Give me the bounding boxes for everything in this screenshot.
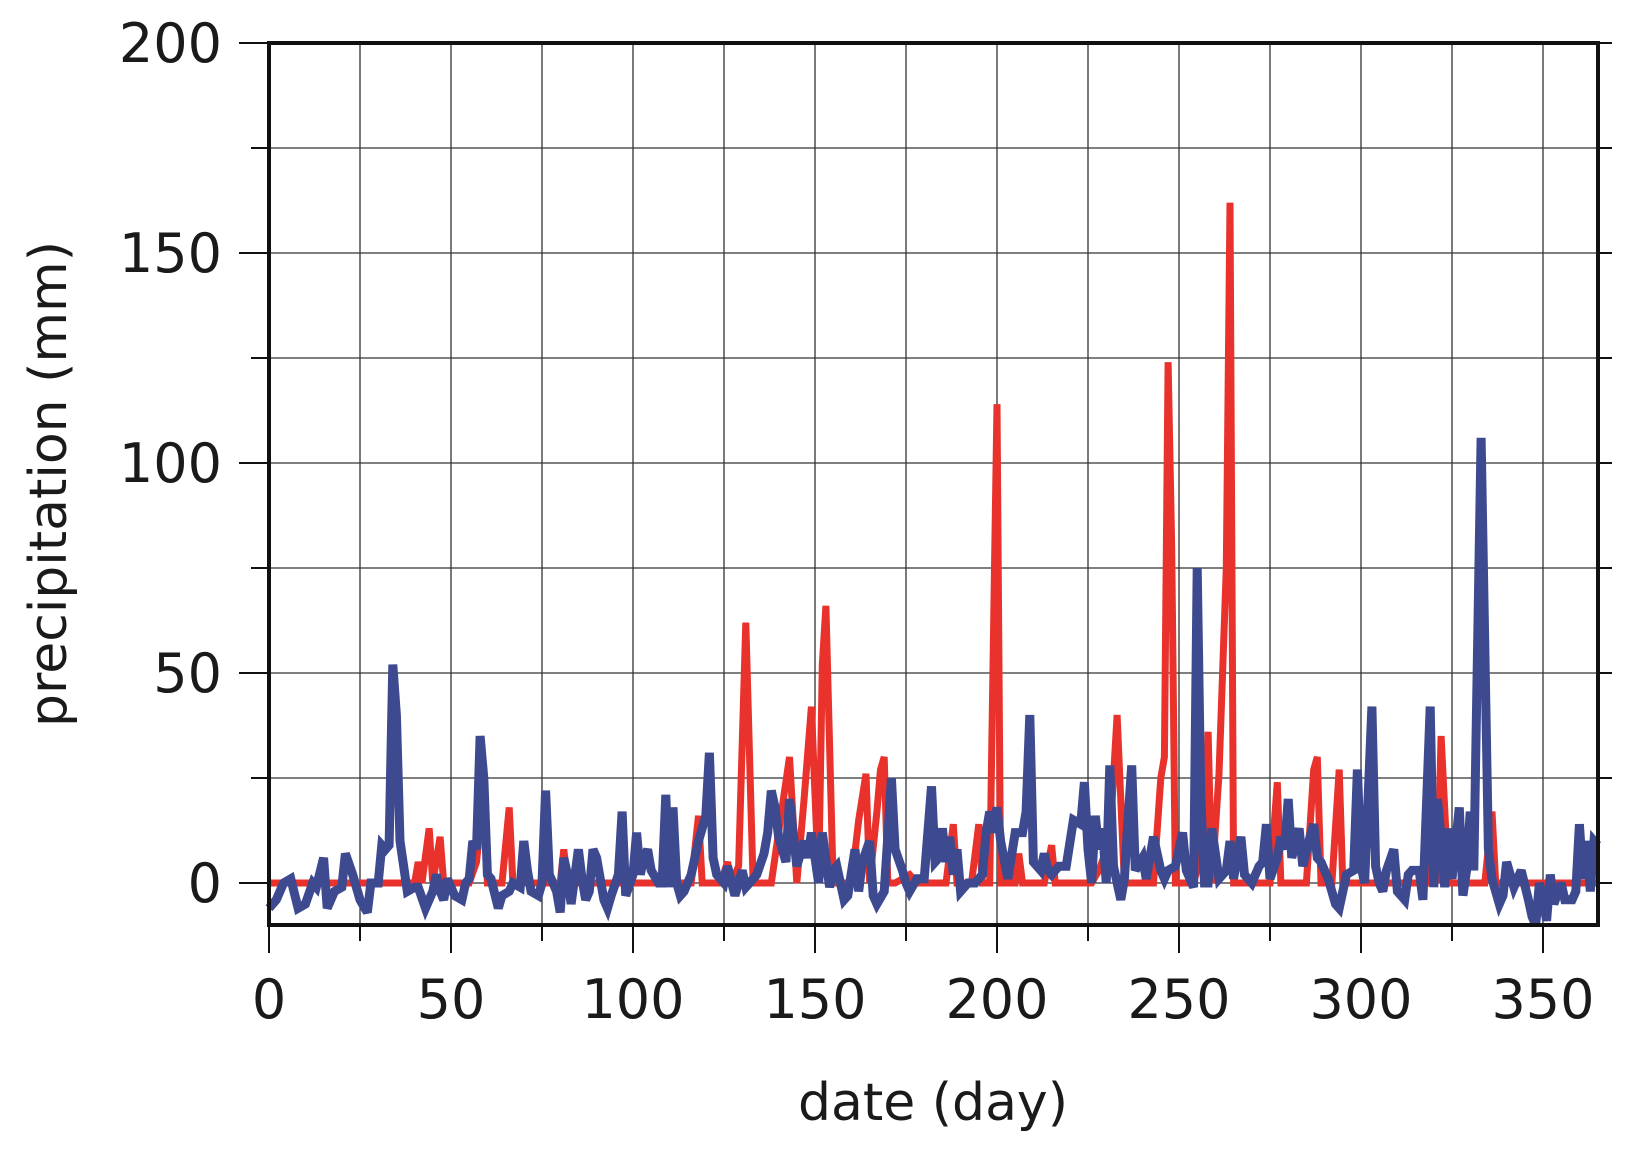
x-axis-title: date (day)	[798, 1073, 1068, 1133]
x-tick-label: 300	[1309, 968, 1412, 1031]
plot-frame	[267, 41, 1600, 927]
grid-lines	[269, 43, 1598, 925]
x-tick-label: 50	[417, 968, 486, 1031]
x-tick-label: 250	[1127, 968, 1230, 1031]
y-tick-label: 200	[119, 12, 222, 75]
blue-precipitation-line	[265, 437, 1602, 927]
y-tick-label: 50	[153, 642, 222, 705]
y-axis-tick-labels: 0 50 100 150 200	[119, 12, 222, 915]
x-tick-label: 200	[945, 968, 1048, 1031]
data-series	[265, 202, 1602, 927]
y-tick-label: 150	[119, 222, 222, 285]
x-tick-label: 350	[1491, 968, 1594, 1031]
y-tick-label: 100	[119, 432, 222, 495]
y-tick-label: 0	[188, 852, 222, 915]
x-tick-label: 100	[581, 968, 684, 1031]
axis-ticks	[239, 42, 1612, 953]
x-tick-label: 0	[252, 968, 286, 1031]
x-tick-label: 150	[763, 968, 866, 1031]
red-precipitation-line	[269, 202, 1598, 887]
y-axis-title: precipitation (mm)	[19, 241, 79, 727]
x-axis-tick-labels: 0 50 100 150 200 250 300 350	[252, 968, 1595, 1031]
